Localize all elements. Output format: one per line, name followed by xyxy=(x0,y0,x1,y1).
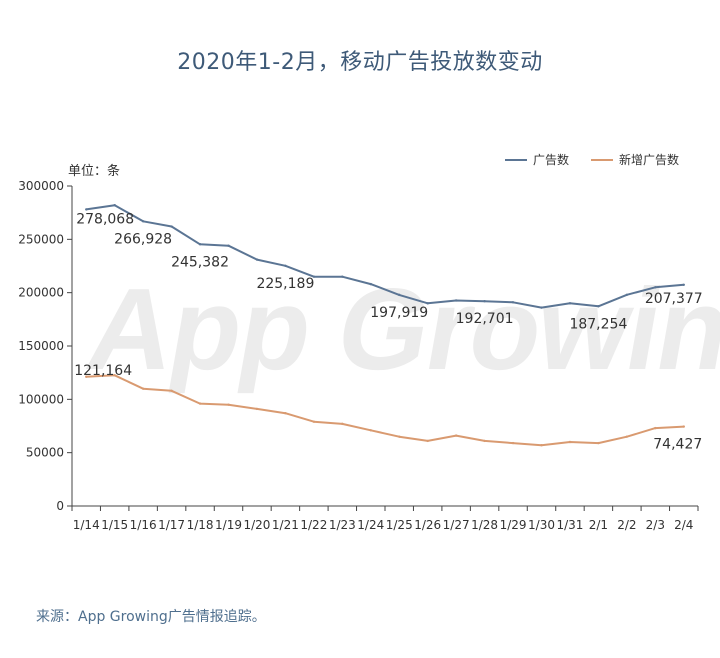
legend-label-series-2: 新增广告数 xyxy=(619,153,680,167)
data-label: 192,701 xyxy=(456,311,514,327)
data-point xyxy=(540,444,543,447)
y-tick-label: 300000 xyxy=(18,179,64,193)
x-tick-label: 1/27 xyxy=(443,518,470,532)
x-tick-label: 2/4 xyxy=(674,518,693,532)
data-point xyxy=(227,403,230,406)
data-point xyxy=(198,243,202,246)
data-point xyxy=(568,302,572,305)
legend-item-series-1: 广告数 xyxy=(505,151,569,168)
series-line-1 xyxy=(86,204,684,309)
data-label: 225,189 xyxy=(256,276,314,292)
x-tick-label: 1/26 xyxy=(414,518,441,532)
x-tick-label: 1/30 xyxy=(528,518,555,532)
data-point xyxy=(597,305,600,308)
data-label: 266,928 xyxy=(114,231,172,247)
data-label: 197,919 xyxy=(370,305,428,321)
x-tick-label: 2/3 xyxy=(646,518,665,532)
legend: 广告数 新增广告数 xyxy=(505,151,679,168)
data-point xyxy=(284,412,287,415)
data-point xyxy=(85,208,88,211)
data-point xyxy=(141,220,145,223)
x-tick-label: 2/2 xyxy=(617,518,636,532)
data-point xyxy=(255,407,259,411)
x-tick-label: 1/31 xyxy=(556,518,583,532)
data-point xyxy=(568,440,572,444)
data-point xyxy=(170,389,173,392)
data-point xyxy=(654,426,657,430)
data-point xyxy=(170,225,173,228)
data-point xyxy=(312,420,316,423)
legend-label-series-1: 广告数 xyxy=(533,153,570,167)
data-point xyxy=(483,300,486,303)
data-point xyxy=(682,283,685,286)
data-label: 278,068 xyxy=(76,211,134,227)
y-tick-label: 100000 xyxy=(18,392,64,406)
data-point xyxy=(255,258,259,261)
chart-title: 2020年1-2月，移动广告投放数变动 xyxy=(177,50,543,75)
x-tick-label: 1/28 xyxy=(471,518,498,532)
y-tick-label: 0 xyxy=(56,499,64,513)
data-point xyxy=(198,402,202,405)
data-point xyxy=(511,301,515,304)
data-point xyxy=(625,435,629,438)
x-tick-label: 1/24 xyxy=(357,518,384,532)
x-tick-label: 2/1 xyxy=(589,518,608,532)
x-tick-label: 1/23 xyxy=(329,518,356,532)
unit-label: 单位：条 xyxy=(68,164,121,179)
data-point xyxy=(113,204,116,207)
data-point xyxy=(454,434,458,437)
x-tick-label: 1/18 xyxy=(187,518,214,532)
data-point xyxy=(284,264,287,267)
source-note: 来源：App Growing广告情报追踪。 xyxy=(36,609,266,625)
data-point xyxy=(654,286,657,289)
x-tick-label: 1/16 xyxy=(130,518,157,532)
data-point xyxy=(341,422,344,426)
data-point xyxy=(312,275,316,278)
x-tick-label: 1/20 xyxy=(243,518,270,532)
x-tick-label: 1/19 xyxy=(215,518,242,532)
series-line-2 xyxy=(86,374,684,447)
data-point xyxy=(85,375,88,378)
data-label: 74,427 xyxy=(653,437,702,453)
data-point xyxy=(369,429,372,432)
legend-swatch-series-2 xyxy=(591,158,614,161)
data-point xyxy=(682,425,685,428)
data-point xyxy=(141,387,145,390)
data-point xyxy=(398,293,401,297)
data-point xyxy=(227,244,230,247)
x-tick-label: 1/17 xyxy=(158,518,185,532)
x-tick-label: 1/25 xyxy=(386,518,413,532)
x-tick-label: 1/21 xyxy=(272,518,299,532)
data-point xyxy=(625,293,629,296)
data-point xyxy=(369,282,372,286)
y-tick-label: 200000 xyxy=(18,286,64,300)
data-point xyxy=(341,275,344,278)
y-tick-label: 50000 xyxy=(26,446,64,460)
data-label: 121,164 xyxy=(74,363,132,379)
data-point xyxy=(113,374,116,377)
y-tick-label: 250000 xyxy=(18,232,64,246)
data-label: 187,254 xyxy=(569,316,627,332)
data-label: 207,377 xyxy=(645,291,703,307)
x-tick-label: 1/14 xyxy=(73,518,100,532)
data-point xyxy=(540,306,543,309)
x-tick-label: 1/22 xyxy=(300,518,327,532)
data-point xyxy=(597,441,600,445)
data-point xyxy=(454,299,458,302)
y-tick-label: 150000 xyxy=(18,339,64,353)
data-point xyxy=(398,435,401,438)
legend-swatch-series-1 xyxy=(505,158,527,161)
data-point xyxy=(426,439,429,443)
x-tick-label: 1/15 xyxy=(101,518,128,532)
data-label: 245,382 xyxy=(171,254,229,270)
data-point xyxy=(511,441,515,445)
legend-item-series-2: 新增广告数 xyxy=(591,151,679,168)
data-point xyxy=(483,439,486,443)
data-point xyxy=(426,302,429,305)
x-tick-label: 1/29 xyxy=(500,518,527,532)
